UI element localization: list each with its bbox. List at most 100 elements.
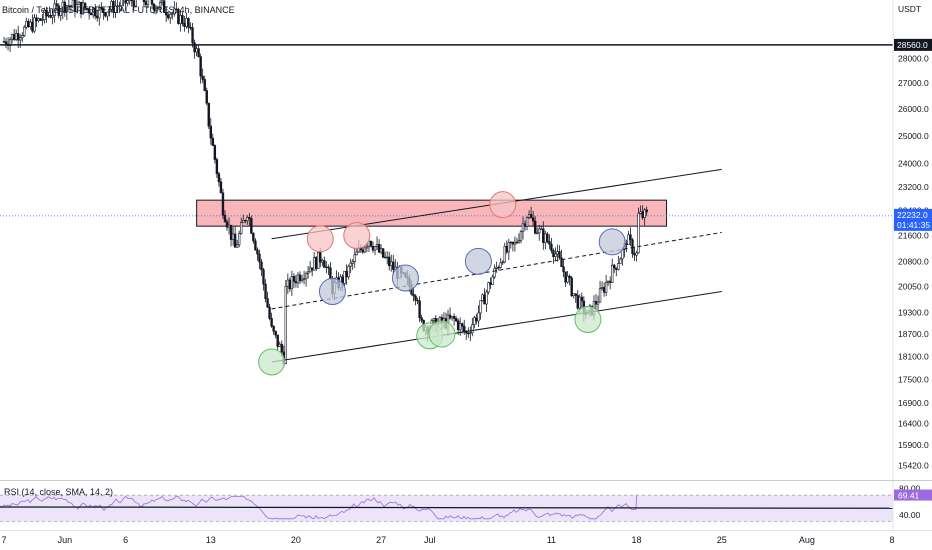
- candle-body: [213, 145, 217, 160]
- currency-label: USDT: [898, 4, 921, 14]
- price-tick-label: 20050.0: [898, 281, 929, 291]
- candle-body: [229, 224, 233, 240]
- candle-body: [225, 221, 229, 228]
- midline-circle[interactable]: [598, 228, 626, 256]
- candle-body: [55, 3, 58, 7]
- price-tick-label: 16400.0: [898, 419, 929, 429]
- resistance-circle[interactable]: [306, 225, 334, 253]
- candle-body: [546, 233, 549, 242]
- price-pane[interactable]: [0, 0, 893, 376]
- candle-body: [641, 211, 644, 218]
- price-tick-label: 20800.0: [898, 256, 929, 266]
- candle-body: [613, 264, 616, 269]
- candle-body: [343, 270, 346, 284]
- candle-body: [233, 233, 237, 248]
- candle-body: [37, 18, 40, 22]
- time-tick-label: 27: [376, 535, 386, 545]
- candle-body: [560, 257, 563, 267]
- candle-body: [460, 323, 464, 327]
- candle-body: [521, 223, 525, 232]
- candle-body: [568, 275, 571, 279]
- candle-body: [477, 312, 480, 322]
- candle-body: [501, 261, 504, 264]
- candle-body: [353, 254, 356, 262]
- candle-body: [639, 211, 642, 214]
- candle-body: [160, 0, 164, 3]
- candle-body: [59, 10, 62, 16]
- resistance-circle[interactable]: [343, 222, 371, 250]
- candle-body: [412, 293, 415, 297]
- candle-body: [570, 277, 573, 297]
- candle-body: [604, 281, 608, 293]
- pivot-circles[interactable]: [258, 191, 626, 376]
- candle-body: [552, 250, 555, 257]
- candle-body: [83, 2, 87, 9]
- candle-body: [594, 301, 598, 305]
- candle-body: [306, 271, 310, 274]
- candle-body: [128, 0, 131, 1]
- candle-body: [361, 249, 365, 253]
- candle-body: [377, 244, 381, 253]
- resistance-zone[interactable]: [196, 199, 668, 227]
- candle-body: [75, 4, 79, 12]
- candle-body: [475, 317, 478, 322]
- support-circle[interactable]: [258, 348, 286, 376]
- candle-body: [390, 261, 393, 267]
- midline-circle[interactable]: [464, 247, 492, 275]
- candle-body: [98, 7, 101, 19]
- candle-body: [276, 334, 279, 347]
- candle-body: [57, 5, 60, 16]
- candle-body: [106, 11, 109, 17]
- price-tick-label: 21600.0: [898, 231, 929, 241]
- candle-body: [602, 287, 606, 293]
- candle-body: [540, 228, 543, 230]
- resistance-circle[interactable]: [489, 191, 517, 219]
- candle-body: [529, 214, 533, 219]
- candle-body: [124, 0, 127, 4]
- candle-body: [244, 220, 247, 222]
- support-circle[interactable]: [428, 320, 456, 348]
- candle-body: [268, 306, 271, 319]
- svg-text:28560.0: 28560.0: [897, 40, 928, 50]
- candle-body: [235, 244, 239, 248]
- candle-body: [507, 242, 511, 253]
- candle-body: [16, 33, 20, 41]
- candle-body: [156, 7, 160, 9]
- candle-body: [292, 276, 296, 282]
- price-tick-label: 24000.0: [898, 159, 929, 169]
- candle-body: [625, 243, 628, 246]
- candle-body: [365, 246, 369, 249]
- rsi-pane[interactable]: RSI (14, close, SMA, 14, 2) 80.00 40.00 …: [0, 480, 932, 531]
- candle-body: [550, 243, 553, 251]
- candle-body: [542, 228, 545, 243]
- candle-body: [458, 323, 462, 331]
- candle-body: [513, 242, 517, 245]
- price-tick-label: 16900.0: [898, 398, 929, 408]
- trend-line-median[interactable]: [271, 231, 722, 310]
- support-circle[interactable]: [574, 306, 602, 334]
- candle-body: [87, 8, 91, 14]
- candle-body: [246, 217, 249, 222]
- candle-body: [211, 137, 215, 146]
- trend-line-lower_channel[interactable]: [271, 291, 722, 363]
- midline-circle[interactable]: [318, 278, 346, 306]
- candle-body: [181, 15, 184, 24]
- candle-body: [523, 223, 527, 227]
- candle-body: [47, 15, 50, 17]
- candle-body: [197, 48, 200, 58]
- candle-body: [369, 240, 373, 247]
- candle-body: [134, 0, 137, 7]
- candle-body: [345, 270, 348, 278]
- candle-body: [183, 23, 186, 27]
- candle-body: [4, 41, 8, 45]
- candle-body: [302, 278, 306, 280]
- midline-circle[interactable]: [391, 264, 419, 292]
- candle-body: [375, 244, 379, 247]
- candle-body: [327, 266, 330, 269]
- price-scale[interactable]: USDT 28000.0 27000.0 26000.0 25000.0 24000.0…: [892, 0, 932, 480]
- candle-body: [363, 247, 367, 253]
- candle-body: [65, 5, 69, 13]
- candle-body: [432, 318, 436, 321]
- time-axis[interactable]: 7 Jun 6 13 20 27 Jul 11 18 25 Aug 8: [0, 530, 932, 546]
- candle-body: [25, 21, 28, 28]
